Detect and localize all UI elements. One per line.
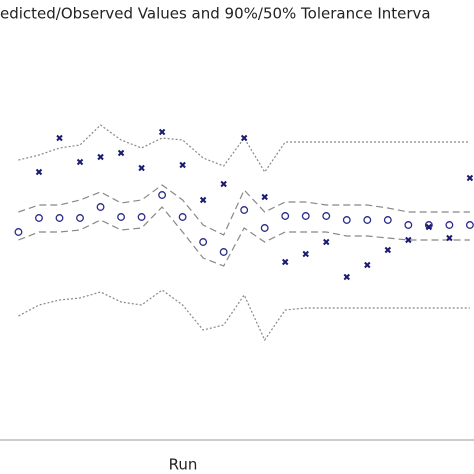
predicted-point [14,228,23,236]
predicted-point [281,212,290,220]
predicted-point [55,214,64,222]
observed-point [240,134,248,142]
observed-point [364,261,371,269]
predicted-point [404,221,413,229]
observed-point [117,149,125,157]
predicted-point [363,216,372,224]
predicted-point [342,216,351,224]
observed-point [384,246,392,254]
x-axis-label: Run [169,456,198,474]
predicted-point [137,213,146,221]
predicted-point [96,203,105,211]
observed-point [323,238,330,246]
predicted-point [35,214,43,222]
predicted-point [260,224,269,232]
observed-point [97,153,104,161]
predicted-point [199,238,208,246]
observed-point [220,180,227,188]
observed-point [138,164,145,172]
predicted-point [219,248,228,256]
predicted-point [301,212,310,220]
observed-point [56,134,63,142]
predicted-point [76,214,84,222]
predicted-point [322,212,331,220]
dotted-interval-line [18,289,470,342]
predicted-point [465,221,474,229]
observed-point [35,168,43,176]
observed-point [76,158,84,166]
predicted-point [240,206,249,214]
observed-point [425,223,433,231]
dashed-interval-line [18,206,470,267]
observed-point [302,250,309,258]
observed-point [405,236,412,244]
dotted-interval-line [18,124,470,174]
predicted-point [383,216,392,224]
predicted-point [445,221,454,229]
predicted-point [178,213,187,221]
observed-point [446,234,453,242]
predicted-point [117,213,126,221]
chart-title: edicted/Observed Values and 90%/50% Tole… [0,5,431,23]
observed-point [343,273,350,281]
observed-point [466,174,474,182]
dashed-interval-line [18,184,470,236]
observed-point [158,128,166,136]
observed-point [261,193,268,201]
observed-point [179,161,186,169]
observed-point [199,196,207,204]
observed-point [282,258,289,266]
predicted-point [158,191,167,199]
